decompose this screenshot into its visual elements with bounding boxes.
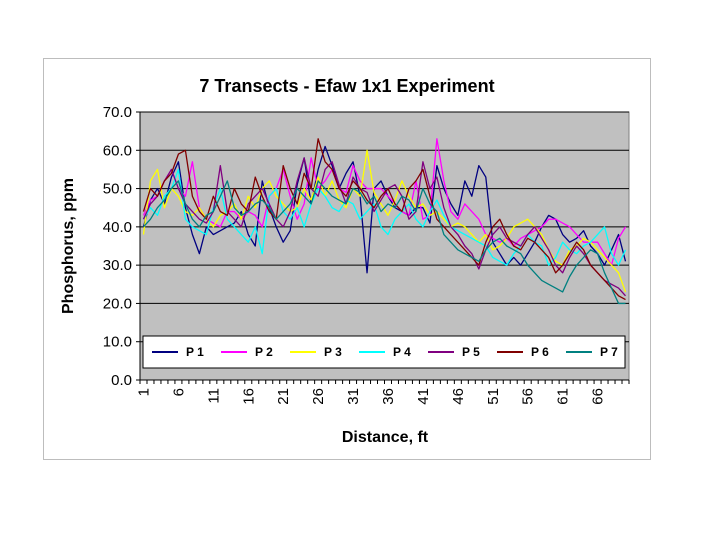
y-tick-label-6: 60.0 bbox=[103, 142, 132, 159]
series-line-p1 bbox=[142, 145, 627, 274]
x-tick-label-1: 6 bbox=[170, 388, 187, 396]
legend-label-0: P 1 bbox=[186, 345, 204, 359]
y-axis-title: Phosphorus, ppm bbox=[60, 178, 77, 314]
x-tick-label-10: 51 bbox=[485, 388, 502, 405]
series-line-p4 bbox=[142, 168, 627, 266]
legend-label-3: P 4 bbox=[393, 345, 411, 359]
chart-title: 7 Transects - Efaw 1x1 Experiment bbox=[199, 76, 494, 96]
x-tick-label-8: 41 bbox=[415, 388, 432, 405]
legend-label-5: P 6 bbox=[531, 345, 549, 359]
y-tick-label-5: 50.0 bbox=[103, 181, 132, 198]
series-lines bbox=[142, 138, 627, 305]
y-tick-label-4: 40.0 bbox=[103, 219, 132, 236]
legend-label-4: P 5 bbox=[462, 345, 480, 359]
y-tick-label-7: 70.0 bbox=[103, 104, 132, 121]
series-line-p6 bbox=[142, 138, 626, 301]
legend: P 1 P 2 P 3 P 4 P 5 P 6 P 7 bbox=[142, 335, 626, 369]
x-tick-label-13: 66 bbox=[590, 388, 607, 405]
x-axis-title: Distance, ft bbox=[342, 429, 429, 446]
y-tick-label-0: 0.0 bbox=[111, 372, 132, 389]
y-axis-ticks: 0.0 10.0 20.0 30.0 40.0 50.0 60.0 70.0 bbox=[103, 104, 140, 389]
x-tick-label-5: 26 bbox=[310, 388, 327, 405]
series-line-p7 bbox=[143, 180, 626, 305]
y-tick-label-1: 10.0 bbox=[103, 334, 132, 351]
legend-label-6: P 7 bbox=[600, 345, 618, 359]
legend-label-1: P 2 bbox=[255, 345, 273, 359]
x-tick-label-3: 16 bbox=[240, 388, 257, 405]
legend-label-2: P 3 bbox=[324, 345, 342, 359]
x-tick-label-9: 46 bbox=[450, 388, 467, 405]
x-tick-label-6: 31 bbox=[345, 388, 362, 405]
x-tick-label-2: 11 bbox=[205, 388, 222, 404]
x-tick-label-7: 36 bbox=[380, 388, 397, 405]
y-tick-label-2: 20.0 bbox=[103, 295, 132, 312]
x-tick-label-12: 61 bbox=[555, 388, 572, 405]
y-tick-label-3: 30.0 bbox=[103, 257, 132, 274]
x-tick-label-11: 56 bbox=[520, 388, 537, 405]
x-tick-label-0: 1 bbox=[135, 388, 152, 396]
x-axis-ticks: 1 6 11 16 21 26 31 36 41 46 51 56 61 66 bbox=[135, 380, 630, 405]
x-tick-label-4: 21 bbox=[275, 388, 292, 405]
